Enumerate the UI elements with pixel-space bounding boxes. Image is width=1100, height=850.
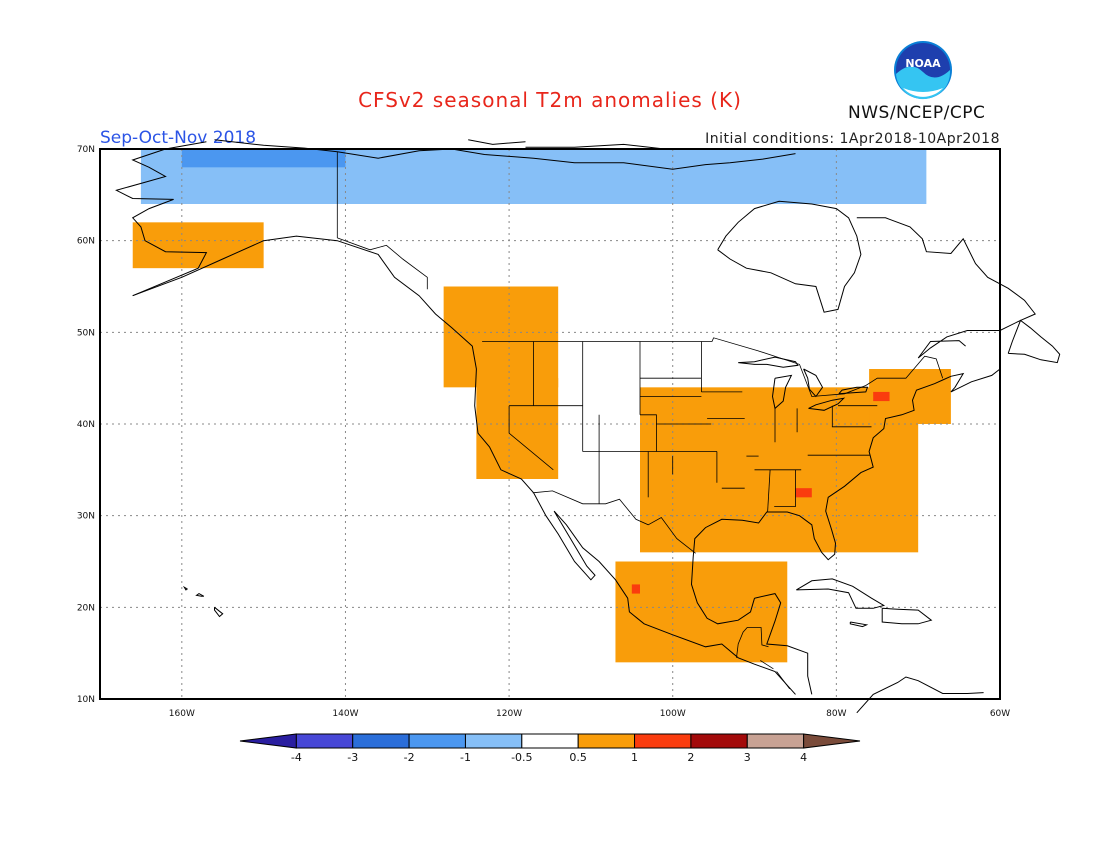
colorbar-label: -0.5: [511, 751, 532, 764]
colorbar-triangle-left: [239, 733, 297, 749]
coastline: [856, 217, 1036, 359]
colorbar-label: -3: [347, 751, 358, 764]
coastline: [115, 141, 208, 297]
latitude-label: 20N: [77, 603, 95, 613]
longitude-label: 120W: [496, 709, 522, 719]
longitude-label: 60W: [990, 709, 1010, 719]
latitude-label: 70N: [77, 145, 95, 155]
agency-label: NWS/NCEP/CPC: [848, 103, 986, 123]
latitude-label: 50N: [77, 328, 95, 338]
coastline: [132, 235, 796, 695]
anomaly-region: [181, 149, 346, 168]
colorbar-label: 1: [631, 751, 638, 764]
border-line: [831, 405, 872, 428]
latitude-labels: 70N 60N 50N 40N 30N 20N 10N: [77, 145, 95, 705]
coastline: [771, 374, 793, 410]
coastline: [182, 585, 188, 591]
colorbar-segment: [408, 733, 466, 749]
longitude-label: 140W: [332, 709, 358, 719]
latitude-label: 40N: [77, 420, 95, 430]
coastline: [738, 356, 799, 368]
colorbar-segment: [690, 733, 748, 749]
coastline: [856, 676, 984, 714]
colorbar-segment: [352, 733, 410, 749]
colorbar-segment: [746, 733, 805, 749]
coastline: [796, 578, 886, 609]
colorbar-label: -2: [404, 751, 415, 764]
colorbar-segment: [634, 733, 692, 749]
colorbar-label: 0.5: [569, 751, 587, 764]
colorbar-triangle-right: [803, 733, 861, 749]
map-frame: [99, 148, 1001, 700]
border-line: [736, 627, 769, 658]
latitude-label: 60N: [77, 237, 95, 247]
anomaly-region: [631, 584, 640, 594]
coastline: [717, 200, 862, 313]
border-line: [337, 237, 428, 290]
colorbar-label: 3: [744, 751, 751, 764]
season-label: Sep-Oct-Nov 2018: [100, 128, 257, 148]
border-line: [776, 671, 791, 690]
coastline: [690, 368, 1001, 625]
border-line: [482, 337, 944, 397]
longitude-label: 160W: [169, 709, 195, 719]
coastline: [808, 397, 846, 411]
anomaly-region: [443, 286, 559, 388]
anomaly-region: [795, 488, 812, 498]
coastline: [195, 593, 205, 597]
colorbar-segment: [577, 733, 636, 749]
coastline: [838, 386, 869, 395]
border-line: [532, 490, 696, 554]
latitude-label: 30N: [77, 512, 95, 522]
colorbar-label: -4: [291, 751, 302, 764]
state-borders: [336, 151, 944, 690]
border-line: [760, 660, 774, 670]
coastline: [754, 593, 813, 695]
longitude-labels: 160W 140W 120W 100W 80W 60W: [169, 709, 1010, 719]
noaa-logo: NOAA: [894, 41, 952, 100]
latitude-label: 10N: [77, 695, 95, 705]
coastline: [881, 607, 933, 625]
coastline: [468, 139, 526, 145]
border-line: [774, 469, 796, 507]
coastline: [214, 606, 224, 618]
chart-title: CFSv2 seasonal T2m anomalies (K): [358, 88, 742, 112]
colorbar-label: 4: [800, 751, 807, 764]
longitude-label: 100W: [660, 709, 686, 719]
logo-text: NOAA: [905, 57, 941, 70]
anomaly-region: [873, 391, 890, 402]
colorbar: -4 -3 -2 -1 -0.5 0.5 1 2 3 4: [239, 733, 861, 764]
coastline: [849, 621, 869, 628]
longitude-label: 80W: [826, 709, 846, 719]
anomaly-region: [615, 561, 788, 663]
colorbar-segment: [295, 733, 354, 749]
initial-conditions-label: Initial conditions: 1Apr2018-10Apr2018: [705, 131, 1000, 147]
coastline: [525, 143, 665, 150]
colorbar-segment: [521, 733, 579, 749]
colorbar-label: -1: [460, 751, 471, 764]
colorbar-segment: [464, 733, 523, 749]
coastline: [1007, 319, 1061, 364]
colorbar-label: 2: [687, 751, 694, 764]
border-line: [508, 405, 554, 471]
border-line: [767, 469, 771, 513]
anomaly-region: [132, 222, 264, 269]
border-line: [640, 414, 657, 452]
coastlines: [115, 139, 1061, 714]
